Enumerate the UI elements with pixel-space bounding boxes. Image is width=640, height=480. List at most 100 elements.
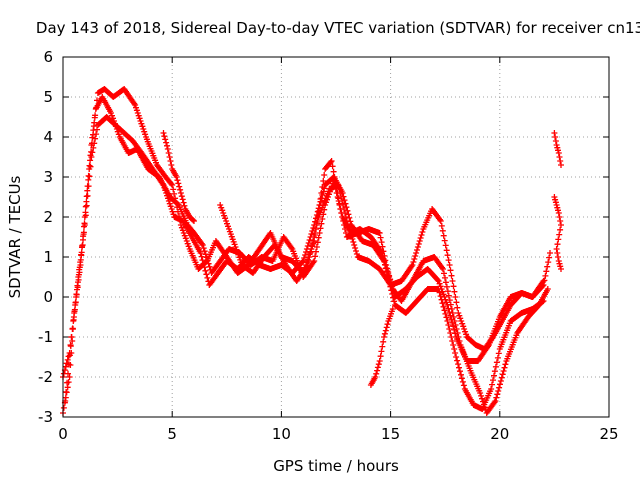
data-point — [439, 264, 445, 271]
data-point — [491, 368, 498, 375]
data-point — [455, 310, 462, 316]
data-point — [553, 142, 560, 148]
data-point — [309, 242, 316, 248]
data-point — [390, 294, 397, 301]
data-point — [345, 224, 352, 230]
data-point — [457, 315, 464, 322]
data-point — [320, 188, 327, 195]
data-point — [65, 361, 72, 368]
data-point — [452, 322, 459, 328]
data-point — [456, 338, 463, 344]
data-point — [441, 294, 448, 300]
y-tick-label: 3 — [43, 168, 53, 186]
data-point — [69, 325, 76, 332]
data-point — [380, 256, 387, 263]
data-point — [328, 158, 335, 164]
data-point — [169, 182, 176, 188]
data-point — [414, 247, 420, 253]
data-point — [546, 254, 553, 261]
data-point — [497, 381, 503, 388]
data-point — [539, 298, 546, 305]
data-point — [450, 314, 457, 320]
data-point — [496, 384, 503, 391]
data-point — [442, 242, 449, 249]
data-point — [80, 229, 87, 236]
data-point — [349, 236, 356, 242]
data-point — [556, 231, 563, 238]
data-point — [162, 187, 169, 194]
data-point — [317, 198, 324, 205]
data-point — [88, 154, 95, 160]
x-tick-label: 15 — [381, 425, 400, 443]
data-point — [63, 388, 70, 395]
data-point — [458, 318, 465, 324]
data-point — [85, 183, 92, 190]
data-point — [557, 263, 564, 270]
data-point — [197, 250, 204, 256]
data-point — [311, 258, 318, 264]
data-point — [304, 243, 311, 249]
data-point — [450, 283, 457, 290]
data-point — [181, 202, 188, 209]
data-point — [179, 227, 186, 234]
data-point — [162, 136, 169, 143]
data-point — [182, 235, 189, 242]
data-point — [539, 279, 546, 286]
data-point — [343, 218, 350, 224]
y-tick-label: 0 — [43, 288, 53, 306]
data-point — [71, 308, 78, 315]
data-point — [558, 222, 564, 228]
data-point — [451, 346, 458, 352]
data-point — [306, 237, 313, 243]
data-point — [540, 298, 547, 304]
data-point — [440, 266, 446, 272]
data-point — [389, 306, 396, 312]
data-point — [167, 203, 174, 210]
y-tick-label: 4 — [43, 128, 53, 146]
data-point — [408, 263, 415, 270]
data-point — [436, 289, 443, 296]
data-point — [336, 186, 343, 192]
data-point — [452, 294, 459, 300]
data-point — [555, 207, 561, 214]
axis-ticks: -3 -2 -1 0 1 2 3 4 5 6 0 5 10 15 20 25 — [38, 48, 619, 443]
data-point — [168, 206, 175, 212]
data-point — [305, 258, 312, 264]
data-point — [317, 225, 324, 232]
x-tick-label: 25 — [599, 425, 618, 443]
data-point — [460, 382, 467, 389]
data-point — [311, 234, 317, 240]
data-point — [139, 123, 146, 130]
data-point — [142, 131, 149, 138]
data-point — [497, 378, 504, 384]
data-points — [60, 86, 564, 416]
data-point — [300, 258, 307, 264]
data-point — [454, 304, 461, 311]
data-point — [310, 259, 317, 266]
data-point — [461, 326, 468, 332]
data-point — [493, 359, 500, 366]
data-point — [543, 268, 550, 275]
x-tick-label: 5 — [167, 425, 177, 443]
data-point — [301, 255, 308, 261]
data-point — [410, 259, 417, 265]
data-point — [353, 248, 359, 254]
data-point — [204, 274, 211, 281]
data-point — [178, 193, 185, 200]
data-point — [500, 368, 507, 374]
data-point — [557, 158, 564, 164]
data-point — [377, 234, 384, 241]
data-point — [165, 150, 172, 156]
data-point — [552, 138, 559, 144]
data-point — [382, 327, 389, 334]
y-tick-label: 2 — [43, 208, 53, 226]
data-point — [320, 178, 327, 184]
data-point — [494, 391, 501, 398]
data-point — [444, 318, 451, 324]
data-point — [451, 318, 458, 324]
data-point — [478, 392, 485, 399]
data-point — [305, 240, 312, 246]
series-fragment-1 — [160, 130, 197, 224]
data-point — [330, 168, 337, 175]
data-point — [79, 244, 85, 251]
